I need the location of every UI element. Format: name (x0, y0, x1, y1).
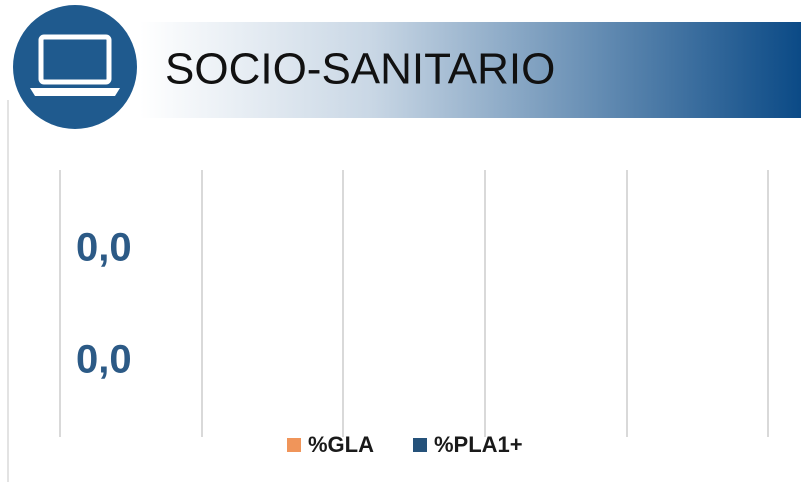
value-label: 0,0 (76, 226, 132, 270)
icon-circle (13, 5, 137, 129)
legend-swatch (287, 438, 301, 452)
legend-label: %PLA1+ (434, 432, 523, 457)
title-banner (140, 22, 801, 118)
legend-label: %GLA (308, 432, 374, 457)
chart-title: SOCIO-SANITARIO (165, 45, 555, 94)
value-label: 0,0 (76, 338, 132, 382)
legend-swatch (413, 438, 427, 452)
laptop-icon (30, 34, 120, 96)
grid (59, 170, 769, 437)
